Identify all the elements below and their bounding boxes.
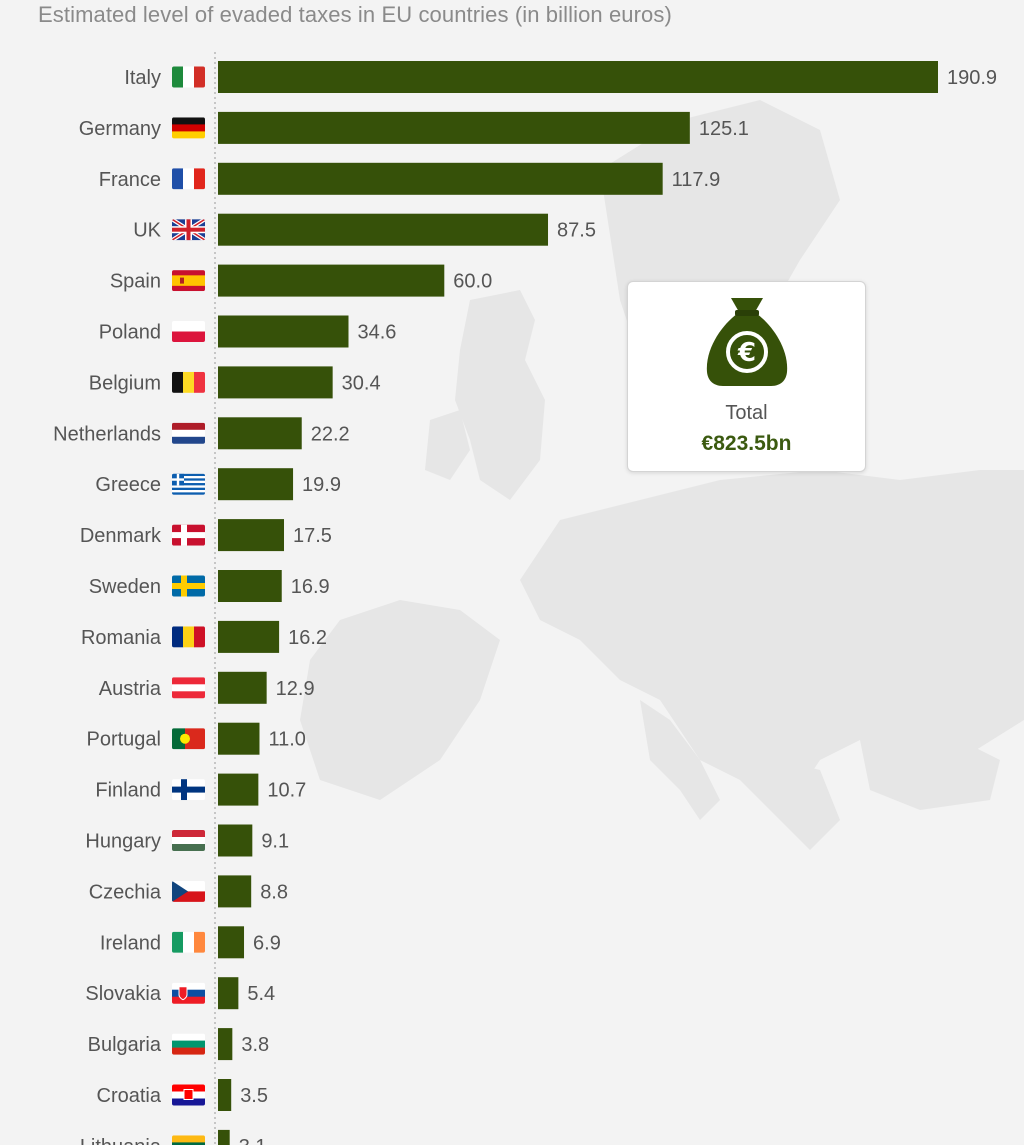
category-label: Poland [99,322,161,344]
bar [218,570,282,602]
bar [218,824,253,857]
romania-flag-icon [172,626,205,648]
finland-flag-icon [172,779,205,801]
bar [218,1028,233,1061]
value-label: 22.2 [311,423,350,445]
bars-group: Italy 190.9 Germany 125.1 France 117.9 UK 87.5 S… [53,61,997,1145]
total-card: € Total €823.5bn [627,281,866,472]
category-label: Portugal [87,729,162,751]
hungary-flag-icon [172,830,205,851]
denmark-flag-icon [172,524,205,546]
netherlands-flag-icon [172,422,205,444]
value-label: 30.4 [342,372,381,394]
value-label: 17.5 [293,525,332,547]
value-label: 12.9 [276,678,315,700]
ireland-flag-icon [172,931,205,953]
austria-flag-icon [172,677,205,699]
category-label: Romania [81,627,162,649]
chart-title: Estimated level of evaded taxes in EU co… [38,2,672,27]
value-label: 117.9 [672,169,721,191]
bar [218,213,549,246]
money-bag-euro-icon: € [706,298,788,386]
bulgaria-flag-icon [172,1033,205,1055]
poland-flag-icon [172,321,205,342]
croatia-flag-icon [172,1084,205,1106]
value-label: 3.1 [239,1136,267,1145]
value-label: 16.2 [288,627,327,649]
value-label: 34.6 [357,322,396,344]
value-label: 16.9 [291,576,330,598]
italy-flag-icon [172,66,205,88]
category-label: Belgium [89,372,161,394]
total-value: €823.5bn [701,432,792,455]
category-label: Hungary [85,831,161,853]
category-label: Slovakia [85,983,161,1005]
portugal-flag-icon [172,728,205,750]
germany-flag-icon [172,117,205,139]
bar [218,61,938,93]
category-label: Germany [79,118,161,140]
category-label: UK [133,220,161,242]
bar [218,162,663,195]
bar [218,519,285,552]
uk-flag-icon [172,219,205,241]
bar [218,1129,230,1145]
category-label: Austria [99,678,162,700]
greece-flag-icon [172,473,205,495]
value-label: 9.1 [261,831,289,853]
value-label: 125.1 [699,118,749,140]
bar [218,1079,232,1111]
value-label: 10.7 [267,780,306,802]
category-label: Finland [95,780,161,802]
bar [218,264,445,297]
total-label: Total [725,402,768,424]
bar [218,875,252,908]
category-label: Netherlands [53,423,161,445]
category-label: Denmark [80,525,162,547]
bar [218,417,302,450]
category-label: Bulgaria [88,1034,162,1056]
bar [218,468,294,501]
category-label: Croatia [97,1085,162,1107]
category-label: Czechia [89,881,162,903]
value-label: 3.5 [240,1085,268,1107]
bar [218,671,267,704]
bar [218,926,245,959]
bar [218,722,260,755]
value-label: 5.4 [247,983,275,1005]
bar [218,977,239,1010]
belgium-flag-icon [172,371,205,393]
bar [218,620,280,653]
lithuania-flag-icon [172,1135,205,1145]
category-label: Greece [95,474,161,496]
bar [218,773,259,806]
spain-flag-icon [172,270,205,292]
sweden-flag-icon [172,575,205,597]
category-label: Sweden [89,576,161,598]
value-label: 6.9 [253,932,281,954]
value-label: 3.8 [241,1034,269,1056]
czechia-flag-icon [172,880,205,902]
value-label: 190.9 [947,67,997,89]
category-label: Lithuania [80,1136,162,1145]
value-label: 8.8 [260,881,288,903]
bar [218,111,690,144]
svg-text:€: € [737,338,756,368]
slovakia-flag-icon [172,982,205,1004]
value-label: 87.5 [557,220,596,242]
category-label: Spain [110,271,161,293]
value-label: 19.9 [302,474,341,496]
value-label: 60.0 [453,271,492,293]
france-flag-icon [172,168,205,190]
bar [218,315,349,348]
category-label: France [99,169,161,191]
category-label: Ireland [100,932,161,954]
bar [218,366,333,399]
category-label: Italy [124,67,161,89]
value-label: 11.0 [268,729,305,751]
